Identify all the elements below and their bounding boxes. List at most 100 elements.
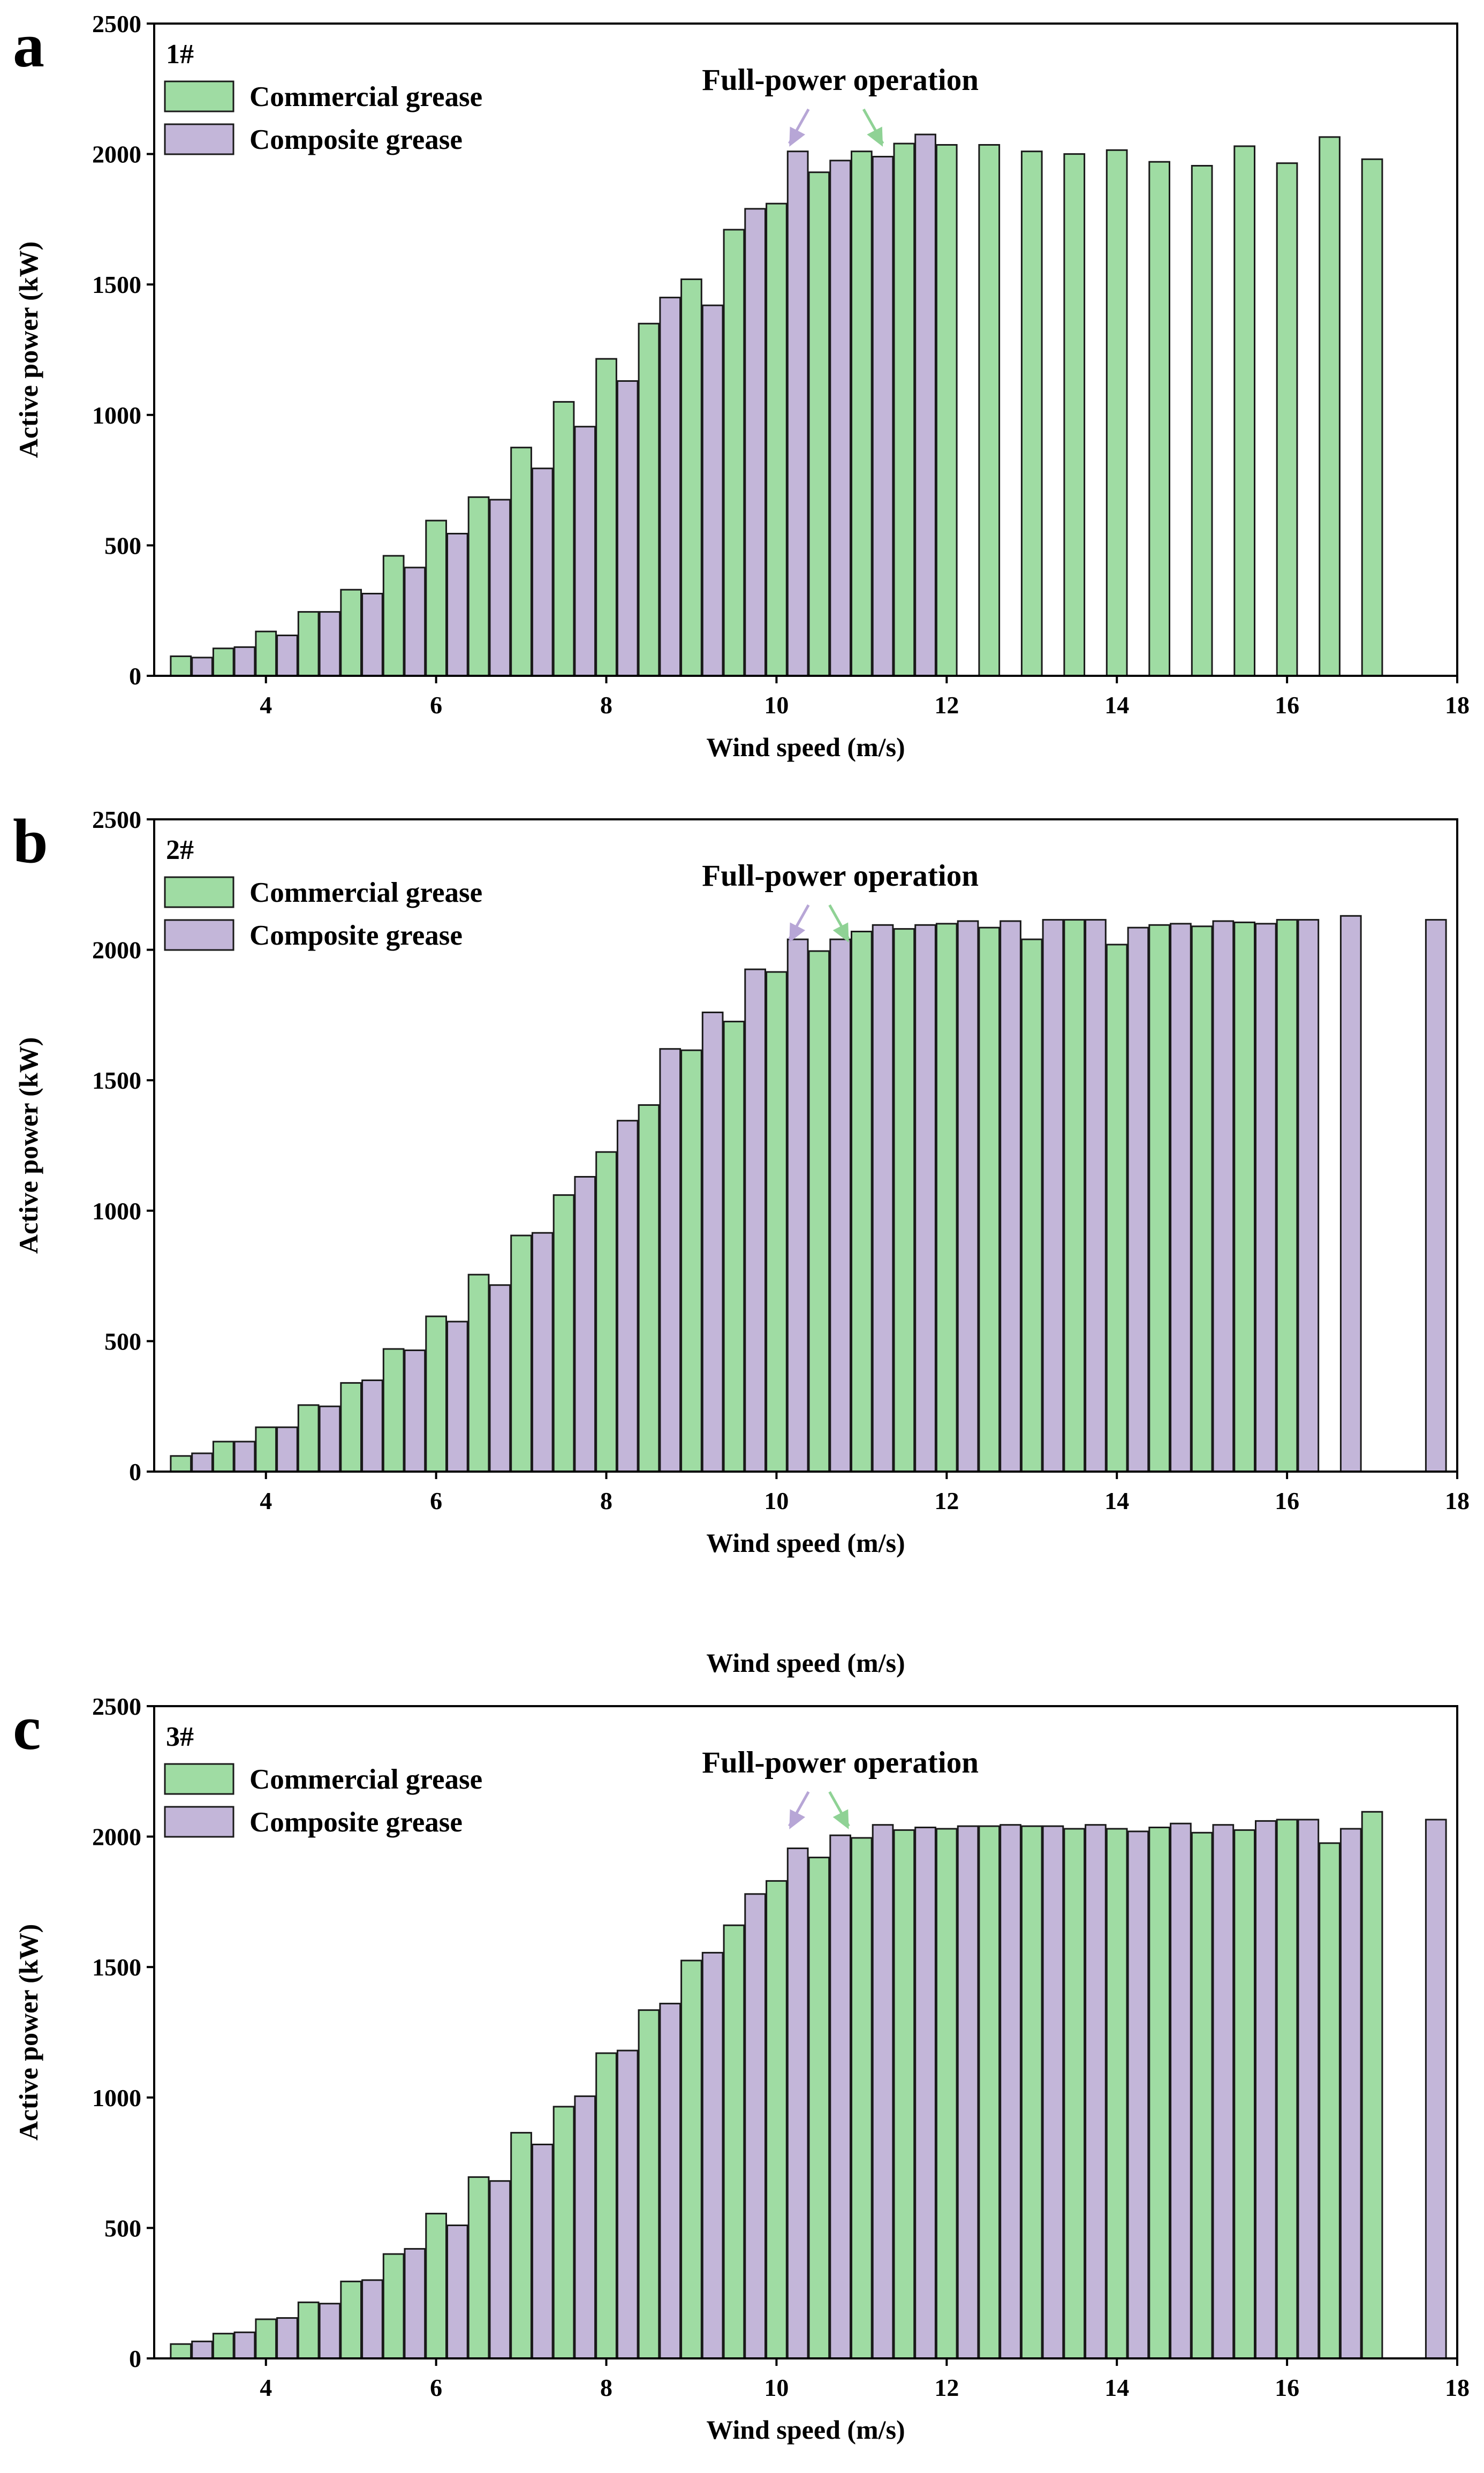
bar-commercial — [1020, 150, 1043, 677]
bar-composite — [1212, 920, 1235, 1473]
bar-commercial — [595, 1151, 617, 1473]
y-axis-title: Active power (kW) — [13, 1037, 43, 1254]
bar-commercial — [1276, 1819, 1298, 2359]
bar-commercial — [723, 1924, 745, 2359]
bar-commercial — [1233, 921, 1256, 1473]
legend-swatch-commercial — [164, 876, 234, 908]
bar-commercial — [893, 1829, 915, 2359]
x-tick-label: 14 — [1104, 1487, 1129, 1514]
bar-commercial — [595, 2052, 617, 2359]
x-tick-label: 18 — [1445, 1487, 1470, 1514]
bar-composite — [1000, 920, 1021, 1473]
bar-composite — [1339, 915, 1362, 1473]
bar-composite — [1212, 1824, 1235, 2359]
y-axis-title: Active power (kW) — [13, 1924, 43, 2141]
x-tick-label: 4 — [260, 691, 272, 719]
y-tick-label: 1500 — [92, 1954, 141, 1981]
bar-commercial — [255, 630, 277, 677]
bar-commercial — [1106, 149, 1128, 677]
bar-composite — [829, 160, 852, 677]
legend-swatch-commercial — [164, 80, 234, 112]
bar-commercial — [552, 2106, 575, 2359]
bar-commercial — [255, 2318, 277, 2359]
bar-composite — [1255, 1820, 1277, 2359]
bar-commercial — [255, 1426, 277, 1473]
bar-commercial — [1276, 919, 1298, 1473]
x-tick-label: 18 — [1445, 691, 1470, 719]
arrow-commercial-head — [832, 922, 849, 943]
x-tick-label: 18 — [1445, 2374, 1470, 2401]
bar-commercial — [1063, 1828, 1086, 2359]
bar-composite — [1297, 1819, 1320, 2359]
bar-commercial — [978, 144, 1001, 677]
x-axis-title: Wind speed (m/s) — [706, 732, 905, 762]
x-tick-label: 10 — [764, 2374, 789, 2401]
bar-commercial — [1233, 1829, 1256, 2359]
bar-composite — [659, 297, 682, 677]
bar-commercial — [425, 2213, 447, 2359]
bar-composite — [489, 1284, 511, 1473]
x-tick-label: 16 — [1275, 2374, 1299, 2401]
x-tick-label: 8 — [600, 691, 612, 719]
bar-composite — [233, 2331, 256, 2359]
bar-commercial — [212, 1441, 234, 1473]
bar-commercial — [1233, 145, 1256, 677]
bar-composite — [361, 593, 383, 677]
bar-commercial — [1361, 1811, 1383, 2359]
bar-composite — [786, 1848, 809, 2359]
bar-composite — [616, 2049, 639, 2359]
bar-composite — [191, 657, 213, 677]
bar-composite — [659, 1048, 682, 1473]
bar-composite — [616, 1120, 639, 1473]
bar-commercial — [1191, 1831, 1213, 2359]
bar-composite — [701, 1012, 724, 1473]
bar-commercial — [638, 2009, 660, 2359]
legend-label-commercial: Commercial grease — [249, 877, 482, 908]
bar-composite — [574, 2095, 596, 2359]
turbine-label: 2# — [166, 835, 194, 865]
bar-composite — [1085, 919, 1107, 1473]
bar-composite — [1042, 919, 1064, 1473]
bar-composite — [786, 150, 809, 677]
bar-composite — [829, 1834, 852, 2359]
panel-a: 4 6 8 10 12 14 16 18 0 500 1000 1500 2000 2500 Wind sp… — [13, 10, 1470, 762]
bar-commercial — [170, 655, 192, 677]
legend-label-composite: Composite grease — [249, 124, 463, 155]
arrow-commercial-head — [832, 1809, 849, 1829]
legend-swatch-commercial — [164, 1763, 234, 1795]
bar-composite — [276, 2317, 298, 2359]
bar-commercial — [467, 1273, 490, 1473]
legend-swatch-composite — [164, 123, 234, 155]
bar-commercial — [425, 1315, 447, 1473]
bar-commercial — [766, 971, 788, 1473]
bar-composite — [574, 1176, 596, 1473]
bar-commercial — [808, 1857, 830, 2359]
bar-commercial — [1063, 153, 1086, 677]
y-tick-label: 500 — [104, 532, 141, 559]
turbine-label: 3# — [166, 1722, 194, 1752]
annotation-full-power: Full-power operation — [702, 859, 979, 893]
bar-composite — [744, 208, 767, 677]
bar-composite — [1042, 1825, 1064, 2359]
y-tick-label: 2000 — [92, 1823, 141, 1851]
bar-commercial — [382, 1348, 405, 1473]
turbine-label: 1# — [166, 39, 194, 70]
bar-composite — [872, 1824, 894, 2359]
bar-commercial — [552, 401, 575, 677]
arrow-composite-head — [789, 922, 806, 943]
bar-composite — [489, 2180, 511, 2359]
bar-commercial — [297, 2301, 320, 2359]
y-tick-label: 2500 — [92, 1693, 141, 1720]
bar-commercial — [297, 611, 320, 677]
bar-composite — [1170, 923, 1192, 1473]
bar-composite — [233, 1441, 256, 1473]
bar-composite — [957, 1825, 979, 2359]
bar-commercial — [467, 496, 490, 677]
arrow-composite-head — [789, 126, 806, 147]
bar-commercial — [766, 202, 788, 677]
bar-composite — [446, 1321, 468, 1473]
bar-commercial — [340, 589, 362, 677]
bar-commercial — [212, 2333, 234, 2359]
bar-commercial — [382, 555, 405, 677]
bar-commercial — [552, 1194, 575, 1473]
